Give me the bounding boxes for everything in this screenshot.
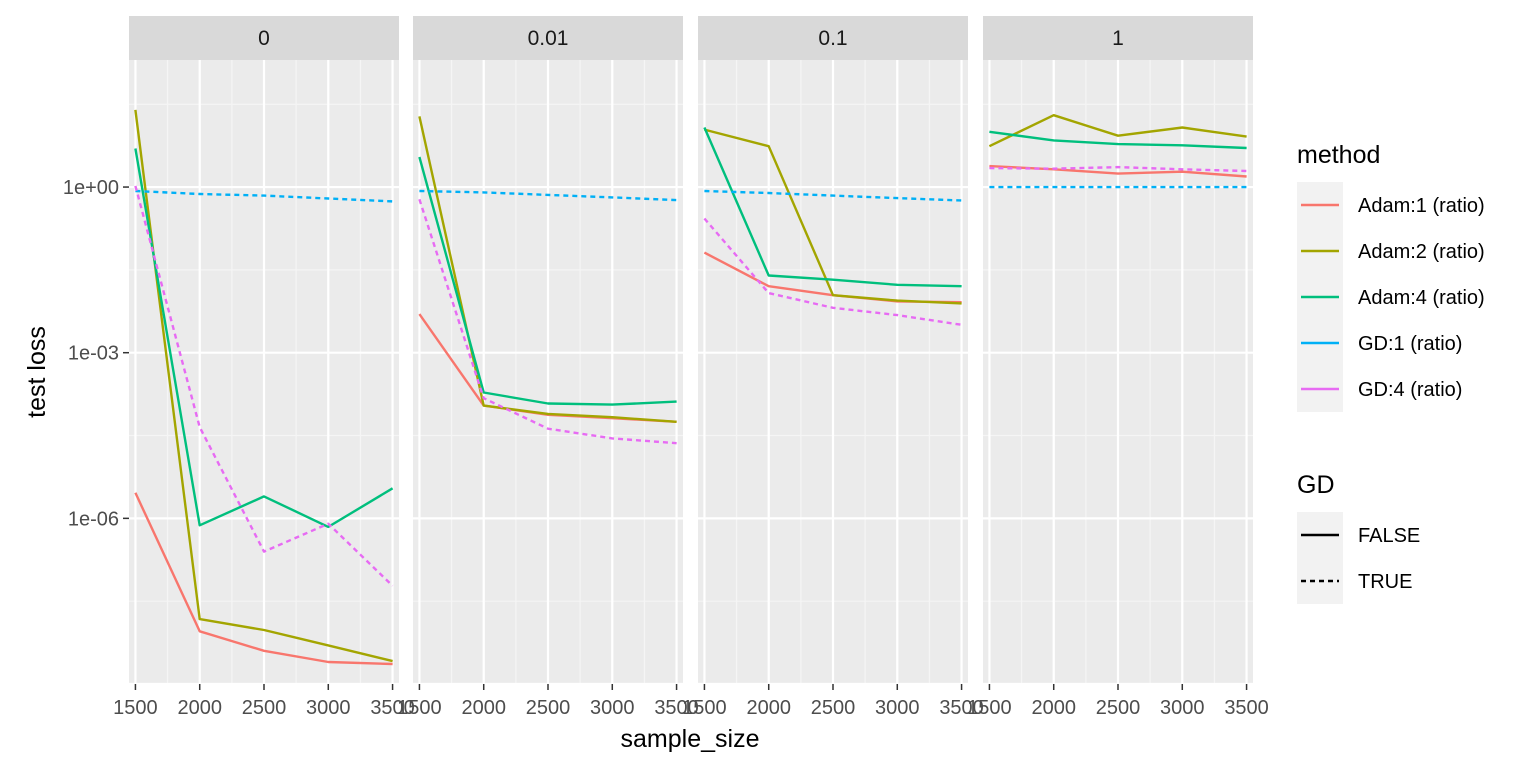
legend-title-method: method (1297, 141, 1380, 169)
x-tick-label: 2500 (242, 697, 287, 719)
x-tick-label: 2000 (746, 697, 791, 719)
x-tick-label: 3000 (875, 697, 920, 719)
series-line (134, 109, 393, 663)
facet-panel: 0 1500 2000 2500 3000 3500 (113, 16, 415, 719)
x-tick-label: 3000 (1160, 697, 1205, 719)
legend-label: GD:4 (ratio) (1358, 379, 1462, 401)
x-tick-label: 2000 (461, 697, 506, 719)
x-tick-label: 2500 (526, 697, 571, 719)
facet-strip-label: 0.01 (528, 27, 569, 50)
series-line (418, 116, 677, 423)
series-line (989, 165, 1247, 173)
series-line (418, 156, 677, 406)
facet-panel: 0.1 1500 2000 2500 3000 3500 (682, 16, 984, 719)
legend-label: Adam:4 (ratio) (1358, 287, 1485, 309)
legend-label: FALSE (1358, 525, 1420, 547)
x-tick-label: 1500 (397, 697, 442, 719)
series-line (703, 217, 962, 326)
series-line (988, 113, 1247, 148)
legend-keys-background (1297, 512, 1343, 604)
y-tick-label: 1e-03 (68, 343, 119, 365)
series-line (134, 185, 394, 587)
x-tick-label: 2000 (177, 697, 222, 719)
legend: method Adam:1 (ratio) Adam:2 (ratio) Adam:4… (1297, 141, 1485, 604)
facet-strip (983, 16, 1253, 60)
x-tick-label: 1500 (967, 697, 1012, 719)
legend-label: GD:1 (ratio) (1358, 333, 1462, 355)
facet-strip-label: 1 (1112, 27, 1124, 50)
series-line (134, 492, 393, 666)
x-tick-label: 3500 (654, 697, 699, 719)
facet-strip (413, 16, 683, 60)
x-axis-title: sample_size (621, 725, 760, 753)
x-tick-label: 1500 (113, 697, 158, 719)
series-line (704, 128, 962, 305)
series-line (989, 130, 1247, 150)
series-line (419, 189, 677, 202)
series-line (703, 127, 962, 288)
legend-label: Adam:2 (ratio) (1358, 241, 1485, 263)
y-axis: 1e+00 1e-03 1e-06 (63, 177, 129, 530)
series-line (704, 189, 962, 202)
x-tick-label: 2500 (811, 697, 856, 719)
x-tick-label: 3500 (1224, 697, 1269, 719)
legend-label: TRUE (1358, 571, 1412, 593)
series-line (418, 198, 677, 445)
facet-panels: 0 1500 2000 2500 3000 3500 0.01 1500 2000 2500 300… (63, 16, 1269, 719)
series-line (989, 164, 1247, 178)
x-tick-label: 1500 (682, 697, 727, 719)
series-line (134, 148, 394, 529)
y-tick-label: 1e-06 (68, 508, 119, 530)
facet-strip-label: 0 (258, 27, 270, 50)
x-tick-label: 3500 (370, 697, 415, 719)
facet-strip-label: 0.1 (818, 27, 847, 50)
x-tick-label: 2000 (1031, 697, 1076, 719)
series-line (135, 189, 393, 203)
x-tick-label: 3000 (306, 697, 351, 719)
x-tick-label: 2500 (1096, 697, 1141, 719)
y-tick-label: 1e+00 (63, 177, 119, 199)
facet-panel: 1 1500 2000 2500 3000 3500 (967, 16, 1269, 719)
legend-label: Adam:1 (ratio) (1358, 195, 1485, 217)
facet-panel: 0.01 1500 2000 2500 3000 3500 (397, 16, 699, 719)
x-tick-label: 3000 (590, 697, 635, 719)
facet-strip (129, 16, 399, 60)
facet-strip (698, 16, 968, 60)
legend-title-gd: GD (1297, 471, 1335, 499)
x-tick-label: 3500 (939, 697, 984, 719)
y-axis-title: test loss (23, 326, 51, 418)
